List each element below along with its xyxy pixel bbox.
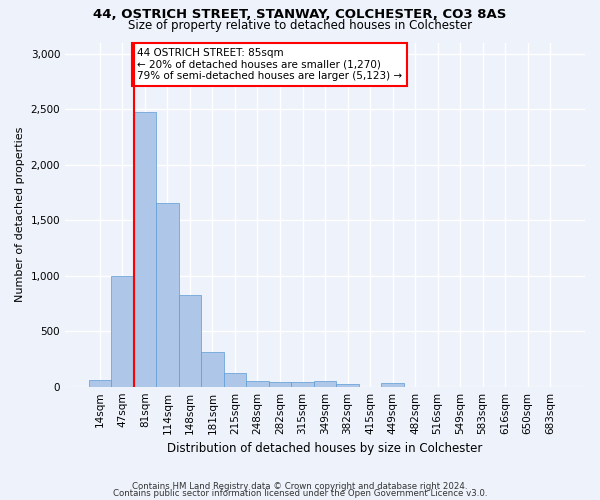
Text: 44 OSTRICH STREET: 85sqm
← 20% of detached houses are smaller (1,270)
79% of sem: 44 OSTRICH STREET: 85sqm ← 20% of detach…	[137, 48, 402, 82]
Text: 44, OSTRICH STREET, STANWAY, COLCHESTER, CO3 8AS: 44, OSTRICH STREET, STANWAY, COLCHESTER,…	[94, 8, 506, 20]
Bar	[224, 374, 246, 386]
Bar	[291, 382, 314, 386]
Bar	[201, 352, 224, 386]
Bar	[89, 380, 111, 386]
Bar	[381, 384, 404, 386]
Bar	[246, 381, 269, 386]
X-axis label: Distribution of detached houses by size in Colchester: Distribution of detached houses by size …	[167, 442, 483, 455]
Bar	[111, 276, 134, 386]
Bar	[314, 381, 336, 386]
Bar	[269, 382, 291, 386]
Text: Contains public sector information licensed under the Open Government Licence v3: Contains public sector information licen…	[113, 490, 487, 498]
Bar	[179, 294, 201, 386]
Y-axis label: Number of detached properties: Number of detached properties	[15, 127, 25, 302]
Text: Size of property relative to detached houses in Colchester: Size of property relative to detached ho…	[128, 18, 472, 32]
Bar	[156, 204, 179, 386]
Bar	[134, 112, 156, 386]
Text: Contains HM Land Registry data © Crown copyright and database right 2024.: Contains HM Land Registry data © Crown c…	[132, 482, 468, 491]
Bar	[336, 384, 359, 386]
